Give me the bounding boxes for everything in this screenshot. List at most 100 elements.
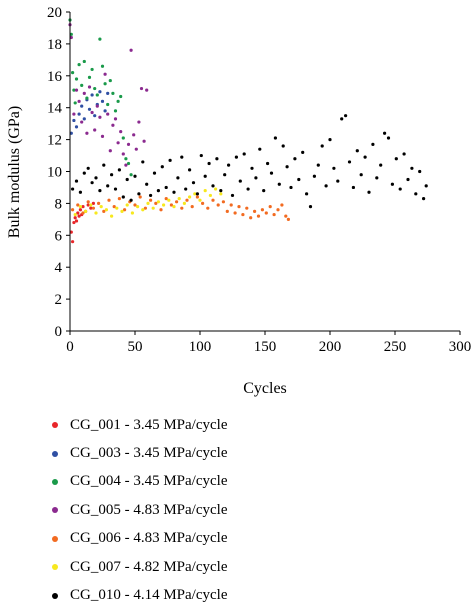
data-point (117, 168, 121, 172)
data-point (422, 197, 426, 201)
data-point (250, 166, 254, 170)
data-point (133, 174, 137, 178)
x-tick-label: 150 (254, 339, 277, 355)
x-tick-label: 50 (128, 339, 143, 355)
legend-marker (52, 478, 58, 485)
data-point (113, 187, 118, 191)
data-point (74, 179, 79, 183)
data-point (72, 220, 76, 225)
data-point (77, 112, 81, 116)
series-group (68, 18, 133, 177)
data-point (214, 187, 218, 191)
data-point (124, 163, 128, 167)
series-group (71, 114, 428, 209)
series-group (73, 187, 223, 218)
data-point (108, 149, 112, 153)
data-point (241, 212, 245, 217)
data-point (129, 198, 133, 202)
data-point (285, 165, 289, 169)
data-point (80, 120, 84, 124)
data-point (74, 219, 79, 223)
data-point (90, 110, 94, 115)
data-point (256, 214, 261, 218)
data-point (87, 85, 92, 89)
data-point (324, 184, 328, 188)
data-point (172, 204, 176, 209)
data-point (262, 189, 266, 193)
data-point (169, 203, 173, 207)
data-point (359, 173, 363, 177)
data-point (402, 152, 406, 156)
data-point (152, 171, 157, 175)
data-point (102, 163, 106, 167)
data-point (93, 86, 97, 91)
series-group (68, 23, 149, 167)
data-point (77, 99, 81, 103)
data-point (195, 192, 199, 196)
data-point (136, 204, 140, 209)
data-point (77, 63, 81, 67)
data-point (398, 187, 402, 191)
y-tick-label: 6 (55, 228, 63, 244)
data-point (276, 208, 280, 212)
data-point (180, 155, 184, 159)
x-tick-label: 100 (189, 339, 212, 355)
data-point (269, 171, 274, 175)
y-tick-label: 16 (47, 69, 63, 85)
data-point (297, 177, 301, 182)
data-point (406, 177, 410, 182)
data-point (156, 189, 160, 193)
data-point (277, 182, 281, 186)
data-point (100, 99, 105, 103)
data-point (80, 83, 84, 87)
legend-marker (52, 564, 58, 571)
data-point (229, 203, 233, 207)
data-point (73, 101, 77, 105)
series-group (71, 195, 290, 221)
data-point (91, 201, 95, 205)
y-tick-label: 20 (47, 5, 62, 21)
data-point (164, 185, 168, 190)
data-point (139, 86, 144, 91)
legend-marker (52, 450, 58, 457)
data-point (73, 216, 77, 220)
data-point (418, 169, 422, 174)
data-point (78, 204, 82, 209)
x-tick-label: 0 (66, 339, 74, 355)
data-point (293, 157, 297, 161)
data-point (111, 123, 115, 127)
data-point (71, 187, 75, 191)
legend-marker (52, 592, 58, 599)
data-point (124, 157, 128, 161)
data-point (347, 160, 352, 164)
data-point (103, 82, 107, 86)
y-tick-label: 4 (55, 260, 63, 276)
data-point (191, 181, 196, 185)
data-point (199, 153, 203, 158)
data-point (76, 211, 80, 215)
data-point (138, 195, 142, 199)
data-point (225, 209, 229, 213)
y-tick-label: 10 (47, 165, 62, 181)
data-point (177, 197, 181, 201)
data-point (386, 136, 391, 140)
data-point (219, 189, 223, 193)
data-point (234, 155, 238, 159)
data-point (159, 208, 163, 212)
x-axis-ticks: 0 50 100 150 200 250 300 (66, 331, 471, 355)
data-point (168, 158, 172, 162)
data-point (137, 192, 141, 196)
data-point (121, 152, 125, 156)
legend-item: CG_001 - 3.45 MPa/cycle (52, 411, 227, 439)
data-point (76, 203, 80, 207)
data-point (258, 147, 262, 151)
data-point (162, 203, 166, 207)
data-point (130, 211, 134, 215)
data-point (119, 130, 123, 134)
data-point (312, 174, 316, 178)
data-point (156, 200, 160, 204)
data-point (160, 165, 164, 169)
data-point (390, 182, 394, 186)
data-point (195, 195, 199, 199)
data-point (245, 206, 249, 210)
